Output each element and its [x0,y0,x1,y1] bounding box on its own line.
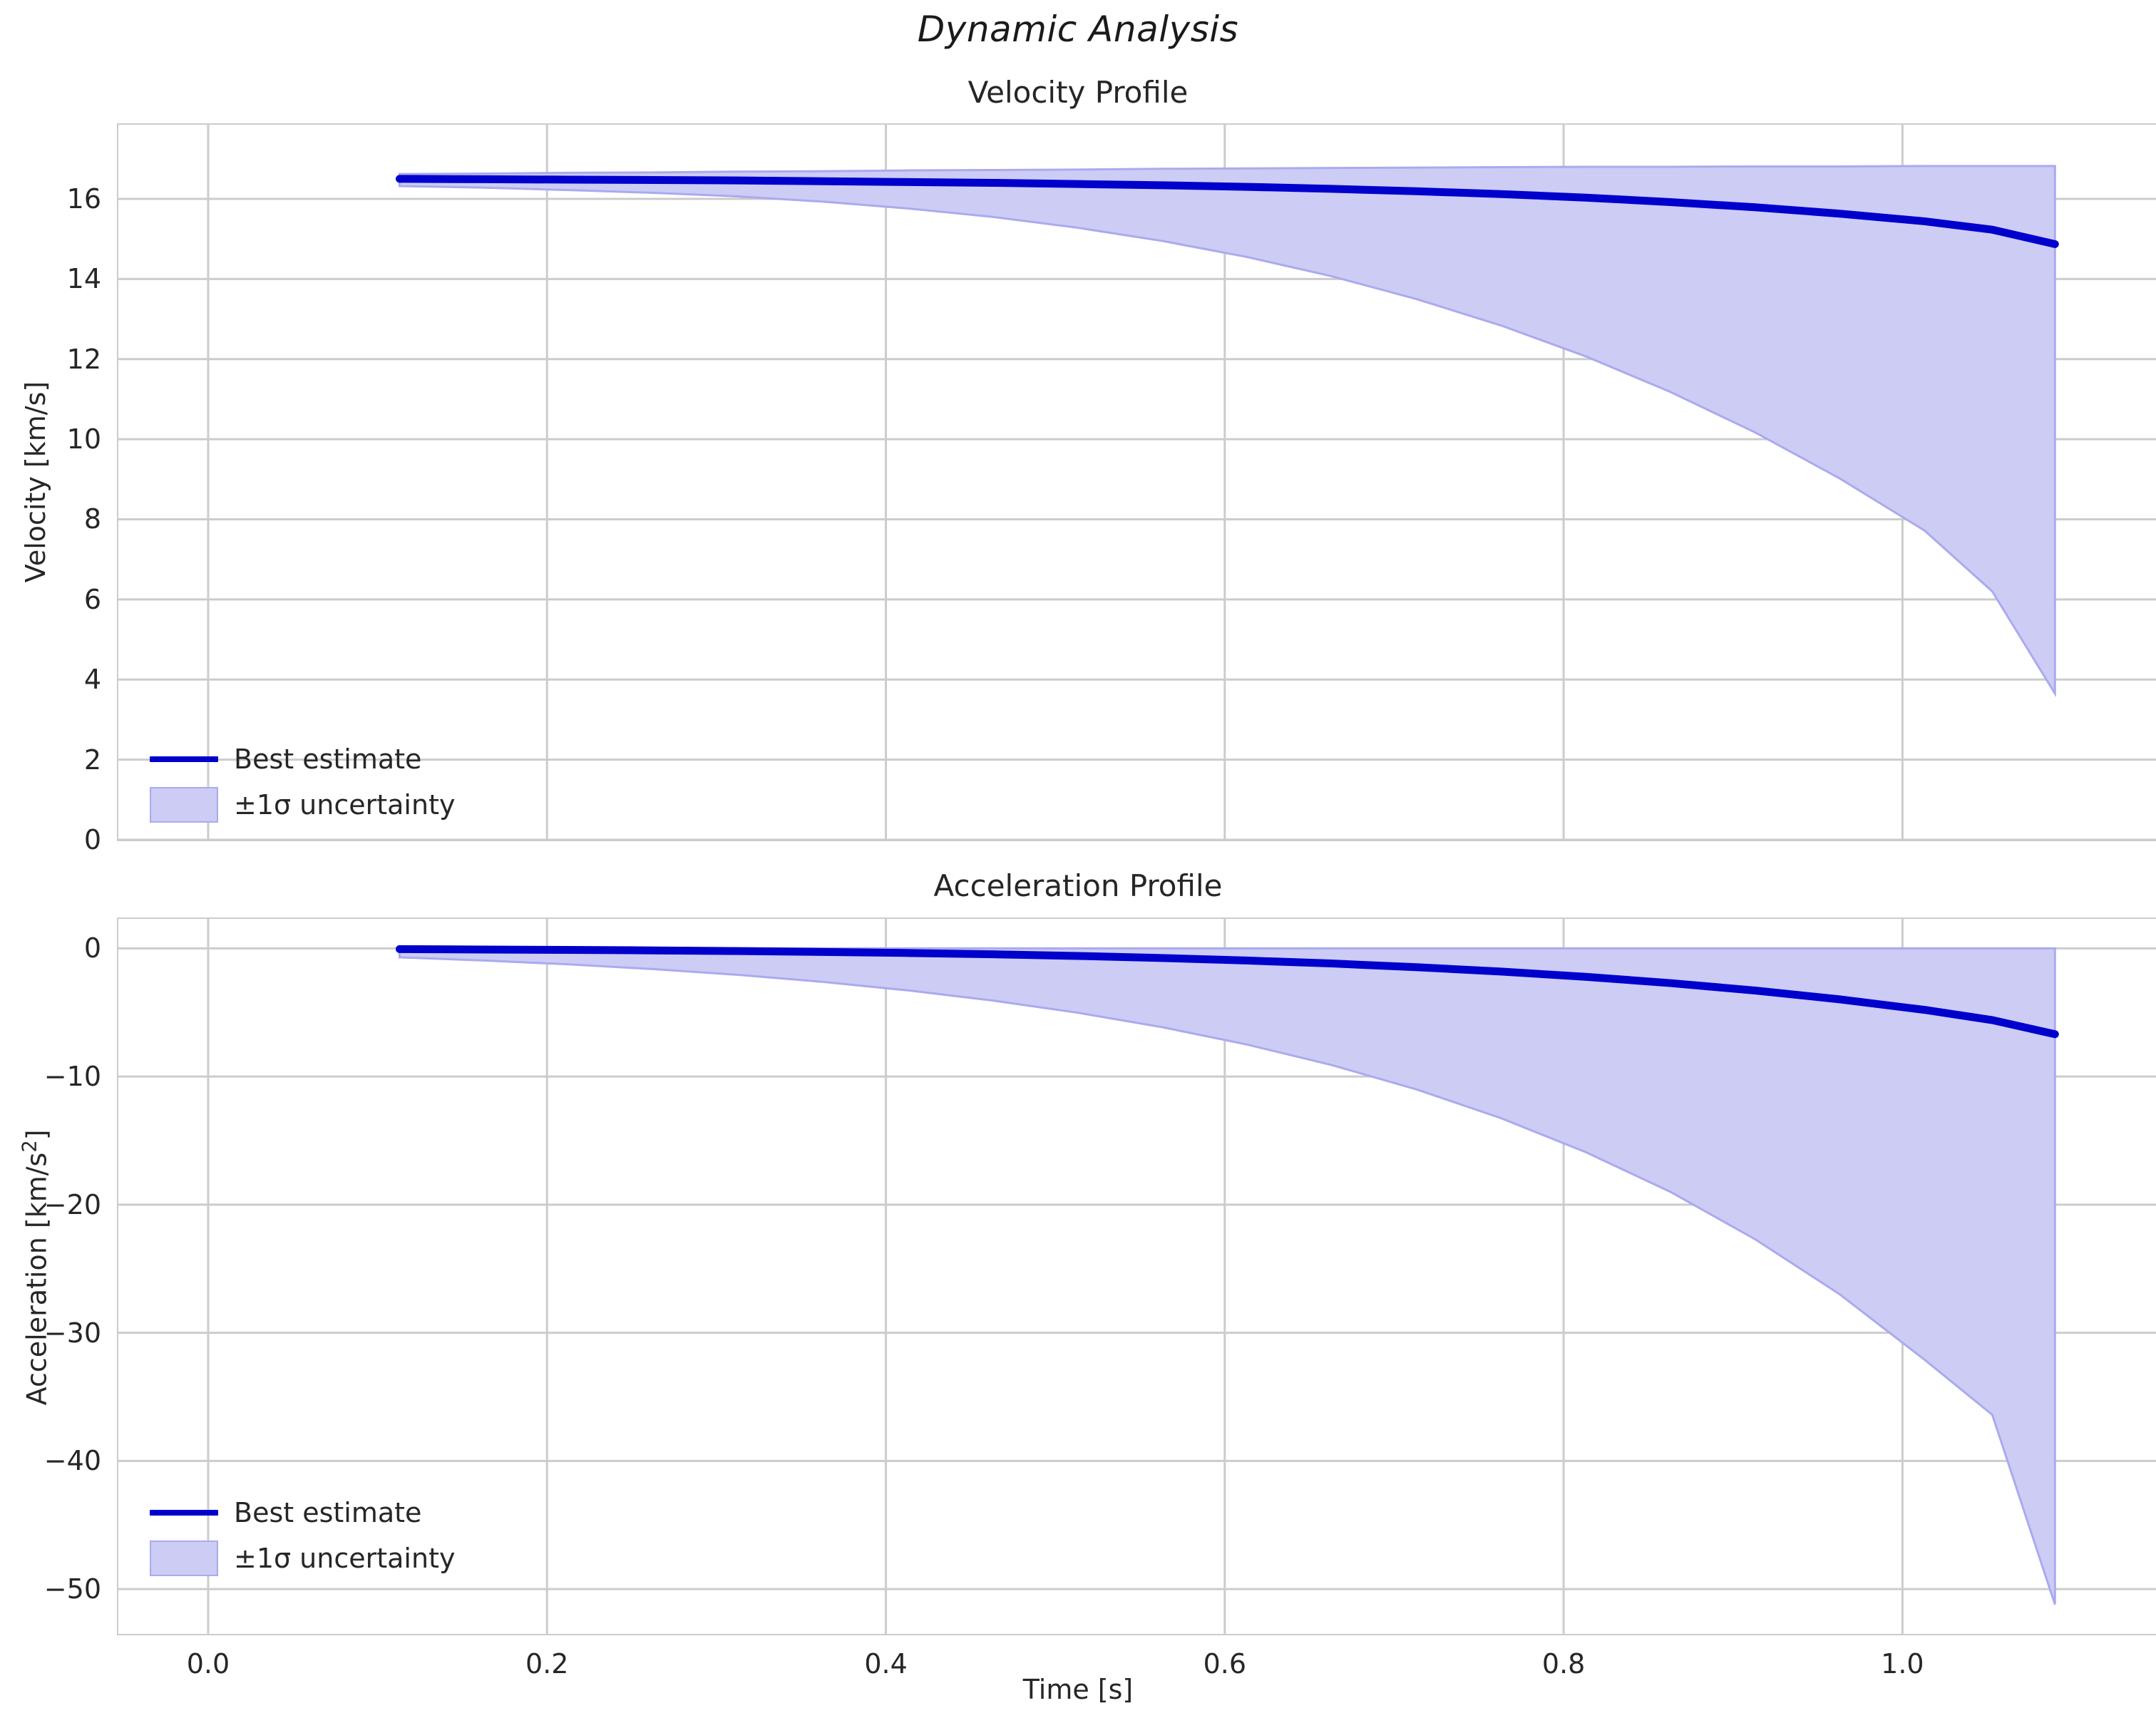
x-tick-label: 1.0 [1881,1648,1924,1680]
legend-label-uncertainty: ±1σ uncertainty [234,789,456,821]
acceleration-y-axis-label-exponent: 2 [19,1140,41,1153]
legend-line-key-icon [150,756,218,762]
acceleration-legend: Best estimate ±1σ uncertainty [150,1497,456,1576]
y-tick-label: 16 [66,182,101,215]
legend-entry-best-estimate: Best estimate [150,1497,455,1528]
y-tick-label: 14 [66,263,101,295]
y-tick-label: −50 [43,1573,101,1605]
legend-entry-uncertainty: ±1σ uncertainty [150,1541,456,1576]
x-tick-label: 0.6 [1203,1648,1247,1680]
x-tick-label: 0.2 [525,1648,569,1680]
x-tick-label: 0.8 [1541,1648,1586,1680]
x-tick-label: 0.4 [864,1648,908,1680]
y-tick-label: −10 [43,1061,101,1093]
velocity-y-axis-label: Velocity [km/s] [20,381,51,583]
y-tick-label: −40 [43,1445,101,1477]
legend-patch-key-icon [150,787,218,823]
velocity-plot-area [117,123,2156,841]
x-axis-label: Time [s] [1022,1674,1134,1705]
legend-label-best-estimate: Best estimate [234,1497,422,1528]
y-tick-label: 0 [83,824,101,855]
x-tick-label: 0.0 [186,1648,230,1680]
y-tick-label: 6 [83,583,101,615]
acceleration-subplot-title: Acceleration Profile [933,868,1223,903]
legend-label-uncertainty: ±1σ uncertainty [234,1543,456,1574]
acceleration-y-axis-label: Acceleration [km/s2] [19,1129,53,1405]
figure-suptitle: Dynamic Analysis [917,9,1239,50]
y-tick-label: 8 [83,503,101,535]
y-tick-label: 4 [83,664,101,696]
y-tick-label: −30 [43,1317,101,1349]
legend-line-key-icon [150,1510,218,1516]
legend-label-best-estimate: Best estimate [234,744,422,775]
acceleration-plot-svg [118,919,2156,1634]
y-tick-label: −20 [43,1188,101,1220]
acceleration-plot-area [117,917,2156,1635]
velocity-legend: Best estimate ±1σ uncertainty [150,744,456,823]
y-tick-label: 12 [66,343,101,375]
y-tick-label: 10 [66,423,101,456]
velocity-plot-svg [118,125,2156,840]
acceleration-y-axis-label-suffix: ] [21,1129,53,1141]
y-tick-label: 2 [83,744,101,776]
legend-patch-key-icon [150,1541,218,1576]
y-tick-label: 0 [83,932,101,965]
legend-entry-uncertainty: ±1σ uncertainty [150,787,456,823]
legend-entry-best-estimate: Best estimate [150,744,455,775]
velocity-subplot-title: Velocity Profile [967,75,1189,110]
